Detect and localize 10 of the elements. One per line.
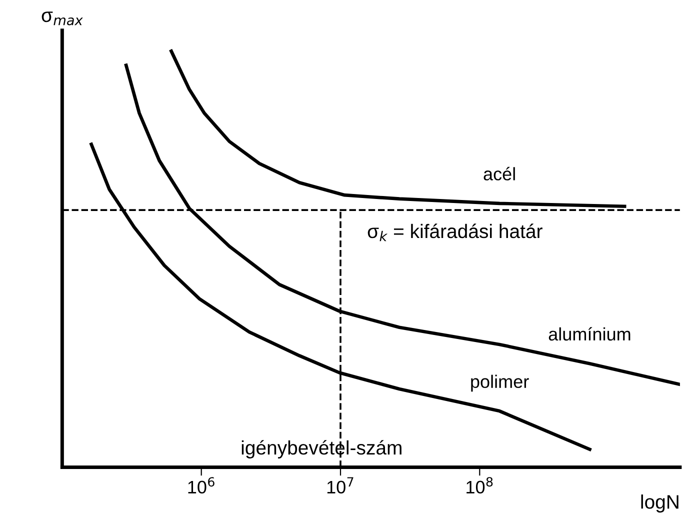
- x-axis-title: logN: [641, 494, 678, 513]
- series-label: acél: [484, 166, 515, 180]
- x-tick-label: 10$^{6}$: [188, 477, 214, 494]
- x-tick-label: 10$^{8}$: [466, 477, 493, 494]
- annotation: igénybevétel-szám: [242, 440, 402, 458]
- x-tick-label: 10$^{7}$: [327, 477, 354, 494]
- series-label: polimer: [471, 374, 529, 392]
- series-label: alumínium: [548, 327, 630, 341]
- ref-line-label: σ$_{k}$ = kifáradási határ: [368, 224, 542, 242]
- y-axis-title: σ$_{max}$: [42, 12, 83, 26]
